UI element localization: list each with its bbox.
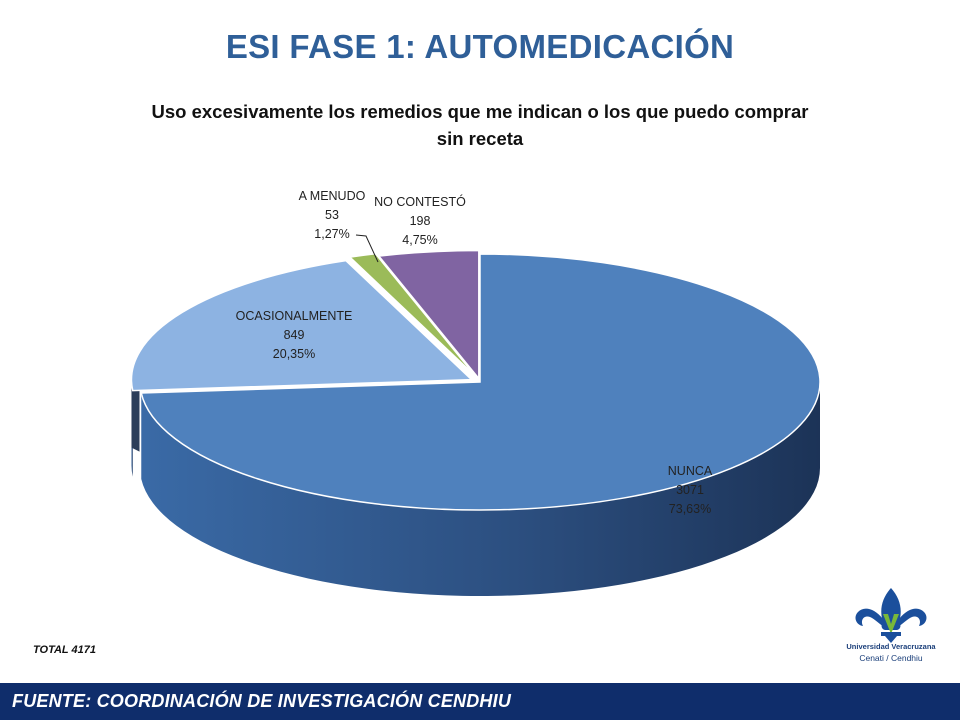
pie-slice-nunca xyxy=(140,253,821,511)
pie-slice-ocasionalmente xyxy=(130,259,474,392)
pie-slice-a-menudo xyxy=(348,252,476,377)
slice-label-nunca: NUNCA 3071 73,63% xyxy=(648,462,732,519)
logo-name: Universidad Veracruzana xyxy=(846,642,936,651)
slice-value: 53 xyxy=(325,208,339,222)
pie-leaders xyxy=(355,234,379,263)
slice-label-ocasionalmente: OCASIONALMENTE 849 20,35% xyxy=(226,307,362,364)
chart-title: Uso excesivamente los remedios que me in… xyxy=(151,101,809,149)
slice-percent: 73,63% xyxy=(668,502,712,516)
slice-value: 3071 xyxy=(676,483,704,497)
source-note: FUENTE: COORDINACIÓN DE INVESTIGACIÓN CE… xyxy=(12,691,512,711)
total-label: TOTAL 4171 xyxy=(33,644,96,656)
slice-name: OCASIONALMENTE xyxy=(235,309,353,323)
slice-name: A MENUDO xyxy=(298,189,366,203)
slice-percent: 20,35% xyxy=(272,347,316,361)
slice-name: NUNCA xyxy=(667,464,713,478)
slice-percent: 1,27% xyxy=(314,227,350,241)
pie-slice-nunca-side xyxy=(141,382,820,597)
fleur-de-lis-icon xyxy=(855,588,927,643)
leader-line-a-menudo xyxy=(355,234,379,263)
pie-slice-no-contesto xyxy=(377,249,480,381)
pie-slice-ocasionalmente-edge xyxy=(131,379,140,452)
pie-tops xyxy=(130,249,821,511)
pie-sides xyxy=(131,379,820,597)
slice-label-no-contesto: NO CONTESTÓ 198 4,75% xyxy=(368,193,472,250)
university-logo: Universidad Veracruzana Cenati / Cendhiu xyxy=(836,586,946,682)
pie-chart xyxy=(130,234,821,597)
slice-name: NO CONTESTÓ xyxy=(374,195,466,209)
slide-title: ESI FASE 1: AUTOMEDICACIÓN xyxy=(225,28,735,65)
slice-value: 198 xyxy=(409,214,431,228)
slice-label-a-menudo: A MENUDO 53 1,27% xyxy=(286,187,378,244)
logo-unit: Cenati / Cendhiu xyxy=(859,653,923,663)
slice-percent: 4,75% xyxy=(402,233,438,247)
slice-value: 849 xyxy=(283,328,305,342)
footer-bar: FUENTE: COORDINACIÓN DE INVESTIGACIÓN CE… xyxy=(0,683,960,720)
